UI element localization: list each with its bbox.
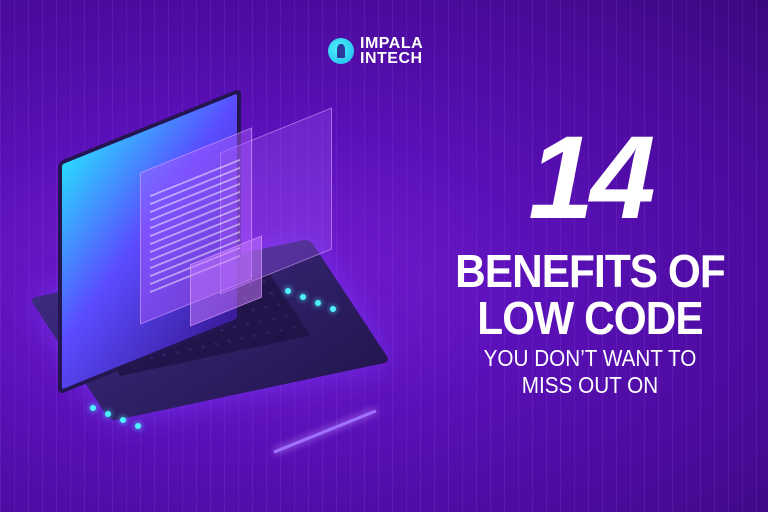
subheadline-line1: YOU DON’T WANT TO <box>483 345 697 371</box>
logo-line1: IMPALA <box>360 35 424 52</box>
indicator-light <box>105 411 111 417</box>
indicator-light <box>120 417 126 423</box>
impala-head-icon <box>328 38 354 64</box>
logo: IMPALA INTECH <box>328 35 424 67</box>
indicator-light <box>330 306 336 312</box>
headline-line2: LOW CODE <box>477 292 703 344</box>
indicator-light <box>315 300 321 306</box>
indicator-light <box>135 423 141 429</box>
headline-line1: BENEFITS OF <box>455 245 726 297</box>
indicator-light <box>90 405 96 411</box>
indicator-light <box>300 294 306 300</box>
indicator-light <box>285 288 291 294</box>
headline-number: 14 <box>528 112 655 244</box>
subheadline-line2: MISS OUT ON <box>521 372 659 398</box>
logo-line2: INTECH <box>360 50 423 67</box>
